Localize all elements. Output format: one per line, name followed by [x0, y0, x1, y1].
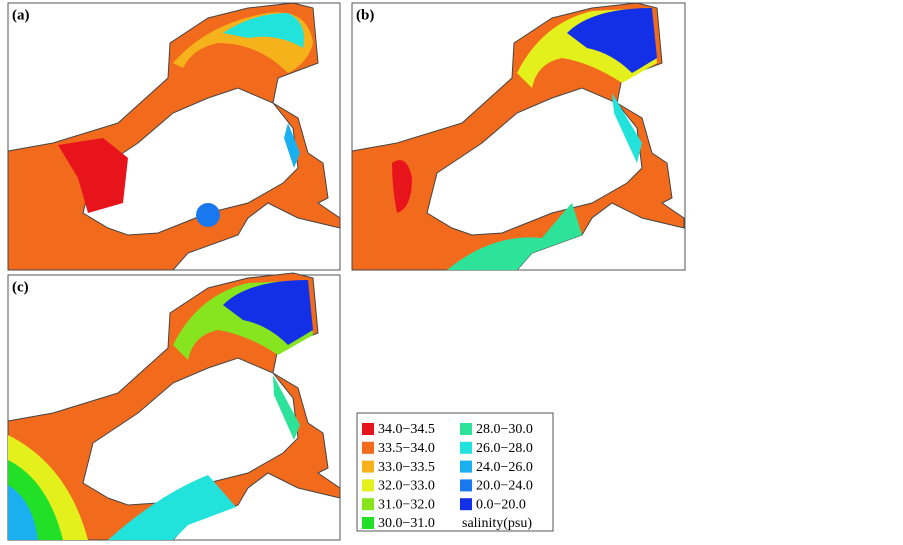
- legend-label: 34.0−34.5: [378, 422, 435, 437]
- region: [392, 160, 412, 213]
- legend-label: 30.0−31.0: [378, 516, 435, 531]
- legend-swatch: [362, 498, 374, 511]
- legend-swatch: [460, 479, 472, 492]
- legend-swatch: [460, 498, 472, 511]
- legend-swatch: [362, 423, 374, 435]
- legend-swatch: [460, 460, 472, 473]
- legend: 34.0−34.5 33.5−34.0 33.0−33.5 32.0−33.0 31.0…: [356, 412, 554, 532]
- panel-c: (c): [7, 272, 341, 541]
- legend-label: 33.0−33.5: [378, 460, 435, 475]
- legend-label: 33.5−34.0: [378, 441, 435, 456]
- legend-swatch: [362, 441, 374, 454]
- region: [284, 123, 300, 168]
- legend-swatch: [460, 423, 472, 435]
- panel-b: (b): [351, 2, 686, 271]
- legend-swatch: [362, 479, 374, 492]
- legend-label: 20.0−24.0: [476, 479, 533, 494]
- panel-label: (a): [12, 7, 30, 23]
- legend-swatch: [460, 441, 472, 454]
- region: [8, 485, 38, 540]
- region: [58, 138, 128, 213]
- panel-label: (c): [12, 279, 29, 295]
- region: [223, 13, 304, 48]
- legend-label: 0.0−20.0: [476, 497, 526, 512]
- region: [108, 475, 236, 540]
- region: [567, 8, 657, 73]
- legend-title: salinity(psu): [462, 516, 532, 531]
- region: [612, 93, 642, 163]
- legend-swatch: [362, 517, 374, 529]
- region: [447, 203, 582, 270]
- panel-a: (a): [7, 2, 341, 271]
- legend-label: 24.0−26.0: [476, 460, 533, 475]
- legend-swatch: [362, 460, 374, 473]
- legend-label: 26.0−28.0: [476, 441, 533, 456]
- legend-label: 32.0−33.0: [378, 479, 435, 494]
- region: [223, 280, 313, 345]
- region: [196, 203, 220, 227]
- region: [273, 375, 300, 440]
- legend-frame: [356, 412, 554, 532]
- legend-label: 31.0−32.0: [378, 497, 435, 512]
- legend-label: 28.0−30.0: [476, 422, 533, 437]
- panel-label: (b): [356, 7, 374, 23]
